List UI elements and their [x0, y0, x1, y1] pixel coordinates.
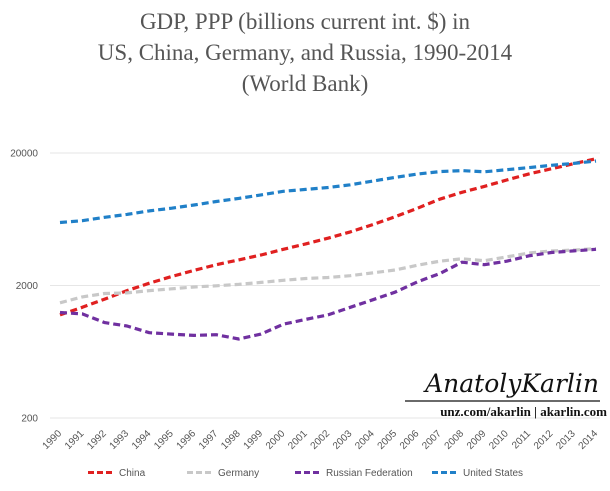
- legend: China Germany Russian Federation United Sta…: [88, 468, 523, 479]
- legend-label: Russian Federation: [326, 468, 413, 479]
- x-tick-label: 2002: [309, 428, 333, 452]
- x-tick-label: 1991: [63, 428, 87, 452]
- x-tick-label: 2001: [286, 428, 310, 452]
- x-tick-label: 2005: [376, 428, 400, 452]
- watermark-signature: AnatolyKarlin: [423, 369, 599, 398]
- x-tick-label: 1994: [130, 428, 154, 452]
- y-axis-tick-labels: 20000 2000 200: [10, 149, 38, 425]
- x-tick-label: 2013: [554, 428, 578, 452]
- y-tick-label: 2000: [16, 281, 39, 292]
- y-tick-label: 200: [21, 414, 38, 425]
- x-tick-label: 1997: [197, 428, 221, 452]
- watermark-urls: unz.com/akarlin | akarlin.com: [440, 404, 607, 419]
- x-tick-label: 2004: [353, 428, 377, 452]
- x-tick-label: 1992: [85, 428, 109, 452]
- x-axis-tick-labels: 1990199119921993199419951996199719981999…: [41, 428, 601, 452]
- x-tick-label: 1999: [242, 428, 266, 452]
- x-tick-label: 1990: [41, 428, 65, 452]
- watermark: AnatolyKarlin unz.com/akarlin | akarlin.…: [405, 369, 607, 419]
- series-line-united-states: [59, 159, 597, 225]
- x-tick-label: 2003: [331, 428, 355, 452]
- x-tick-label: 2000: [264, 428, 288, 452]
- x-tick-label: 2009: [465, 428, 489, 452]
- legend-label: China: [119, 468, 146, 479]
- x-tick-label: 1993: [108, 428, 132, 452]
- x-tick-label: 1998: [219, 428, 243, 452]
- x-tick-label: 2011: [510, 428, 533, 451]
- legend-label: United States: [463, 468, 523, 479]
- series-line-germany: [59, 247, 597, 305]
- chart-title-line-3: (World Bank): [241, 71, 369, 96]
- x-tick-label: 1996: [175, 428, 199, 452]
- x-tick-label: 2010: [487, 428, 511, 452]
- x-tick-label: 2006: [398, 428, 422, 452]
- x-tick-label: 2008: [443, 428, 467, 452]
- chart-title-line-2: US, China, Germany, and Russia, 1990-201…: [97, 40, 513, 65]
- chart-title-line-1: GDP, PPP (billions current int. $) in: [139, 9, 471, 34]
- series-line-china: [59, 157, 597, 317]
- series-line-russian-federation: [59, 247, 597, 341]
- x-tick-label: 1995: [152, 428, 176, 452]
- legend-label: Germany: [218, 468, 259, 479]
- x-tick-label: 2007: [420, 428, 444, 452]
- y-tick-label: 20000: [10, 149, 38, 160]
- gridlines: [50, 152, 600, 419]
- series-lines: [59, 157, 597, 341]
- x-tick-label: 2012: [532, 428, 556, 452]
- x-tick-label: 2014: [577, 428, 601, 452]
- chart-title: GDP, PPP (billions current int. $) in US…: [0, 6, 610, 99]
